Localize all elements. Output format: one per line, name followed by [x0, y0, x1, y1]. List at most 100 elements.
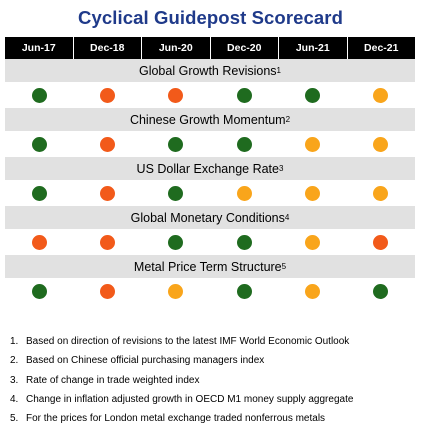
- status-dot-green: [236, 283, 252, 299]
- status-dot-red: [99, 185, 115, 201]
- status-cell: [347, 283, 415, 299]
- status-dot-orange: [373, 136, 389, 152]
- footnote-number: 4.: [10, 394, 19, 406]
- footnote: 1. Based on direction of revisions to the…: [10, 332, 415, 351]
- column-header: Jun-21: [278, 37, 347, 59]
- row-label-text: Global Growth Revisions: [138, 63, 277, 78]
- status-cell: [142, 87, 210, 103]
- status-cell: [142, 136, 210, 152]
- status-cell: [210, 136, 278, 152]
- status-dot-green: [236, 234, 252, 250]
- footnote: 4. Change in inflation adjusted growth in…: [10, 390, 415, 409]
- row-label-text: US Dollar Exchange Rate: [136, 161, 279, 176]
- status-dot-orange: [304, 185, 320, 201]
- status-cell: [278, 185, 346, 201]
- status-cell: [73, 185, 141, 201]
- status-cell: [210, 283, 278, 299]
- status-dot-red: [99, 136, 115, 152]
- status-cell: [142, 234, 210, 250]
- row-label: US Dollar Exchange Rate 3: [5, 157, 415, 180]
- status-dot-green: [304, 87, 320, 103]
- status-dot-orange: [304, 234, 320, 250]
- footnote-number: 5.: [10, 413, 19, 425]
- header-row: Jun-17 Dec-18 Jun-20 Dec-20 Jun-21 Dec-21: [5, 37, 415, 59]
- status-dot-red: [99, 87, 115, 103]
- footnote-number: 3.: [10, 374, 19, 386]
- status-cell: [347, 87, 415, 103]
- status-cell: [5, 136, 73, 152]
- footnote: 3. Rate of change in trade weighted index: [10, 371, 415, 390]
- scorecard-body: Global Growth Revisions 1 Chinese Growth M…: [5, 59, 415, 304]
- status-cell: [73, 234, 141, 250]
- row-label: Chinese Growth Momentum 2: [5, 108, 415, 131]
- status-cell: [73, 136, 141, 152]
- status-cell: [278, 283, 346, 299]
- status-cell: [5, 234, 73, 250]
- footnote-number: 2.: [10, 355, 19, 367]
- status-cell: [210, 234, 278, 250]
- row-label: Metal Price Term Structure 5: [5, 255, 415, 278]
- status-dot-green: [31, 185, 47, 201]
- status-dot-red: [168, 87, 184, 103]
- footnote-text: Change in inflation adjusted growth in O…: [26, 394, 354, 406]
- footnote-text: Rate of change in trade weighted index: [26, 374, 200, 386]
- status-cell: [278, 87, 346, 103]
- status-cell: [73, 283, 141, 299]
- status-cell: [5, 87, 73, 103]
- footnote: 5. For the prices for London metal exchan…: [10, 409, 415, 428]
- status-dot-green: [31, 87, 47, 103]
- status-dot-orange: [304, 283, 320, 299]
- status-dot-green: [373, 283, 389, 299]
- footnotes: 1. Based on direction of revisions to the…: [10, 332, 415, 428]
- status-dot-red: [99, 234, 115, 250]
- column-header: Dec-20: [209, 37, 279, 59]
- status-dot-green: [236, 87, 252, 103]
- footnote-text: For the prices for London metal exchange…: [26, 413, 326, 425]
- status-dot-red: [99, 283, 115, 299]
- status-dot-green: [236, 136, 252, 152]
- status-cell: [73, 87, 141, 103]
- status-cell: [142, 283, 210, 299]
- row-label: Global Growth Revisions 1: [5, 59, 415, 82]
- status-dot-orange: [168, 283, 184, 299]
- row-label-text: Chinese Growth Momentum: [129, 112, 286, 127]
- footnote-text: Based on direction of revisions to the l…: [26, 336, 350, 348]
- column-header: Jun-17: [21, 42, 56, 54]
- status-row: [5, 180, 415, 206]
- status-dot-green: [31, 136, 47, 152]
- status-row: [5, 131, 415, 157]
- row-label: Global Monetary Conditions 4: [5, 206, 415, 229]
- status-dot-red: [373, 234, 389, 250]
- footnote-number: 1.: [10, 336, 19, 348]
- status-cell: [278, 234, 346, 250]
- row-label-text: Metal Price Term Structure: [133, 259, 282, 274]
- status-row: [5, 82, 415, 108]
- status-cell: [210, 87, 278, 103]
- footnote: 2. Based on Chinese official purchasing m…: [10, 351, 415, 370]
- page-title: Cyclical Guidepost Scorecard: [78, 7, 343, 28]
- column-header: Dec-18: [72, 37, 142, 59]
- status-cell: [142, 185, 210, 201]
- status-cell: [278, 136, 346, 152]
- status-cell: [347, 185, 415, 201]
- status-dot-green: [168, 185, 184, 201]
- status-cell: [347, 136, 415, 152]
- status-dot-orange: [236, 185, 252, 201]
- status-cell: [5, 185, 73, 201]
- status-cell: [5, 283, 73, 299]
- status-dot-green: [31, 283, 47, 299]
- column-header: Dec-21: [346, 37, 416, 59]
- status-dot-green: [168, 234, 184, 250]
- status-dot-green: [168, 136, 184, 152]
- status-dot-orange: [304, 136, 320, 152]
- scorecard-table: Jun-17 Dec-18 Jun-20 Dec-20 Jun-21 Dec-21 Glo…: [5, 37, 415, 304]
- column-header: Jun-20: [141, 37, 210, 59]
- footnote-text: Based on Chinese official purchasing man…: [26, 355, 265, 367]
- status-dot-red: [31, 234, 47, 250]
- status-dot-orange: [373, 185, 389, 201]
- status-row: [5, 278, 415, 304]
- status-dot-orange: [373, 87, 389, 103]
- status-cell: [347, 234, 415, 250]
- status-row: [5, 229, 415, 255]
- row-label-text: Global Monetary Conditions: [130, 210, 285, 225]
